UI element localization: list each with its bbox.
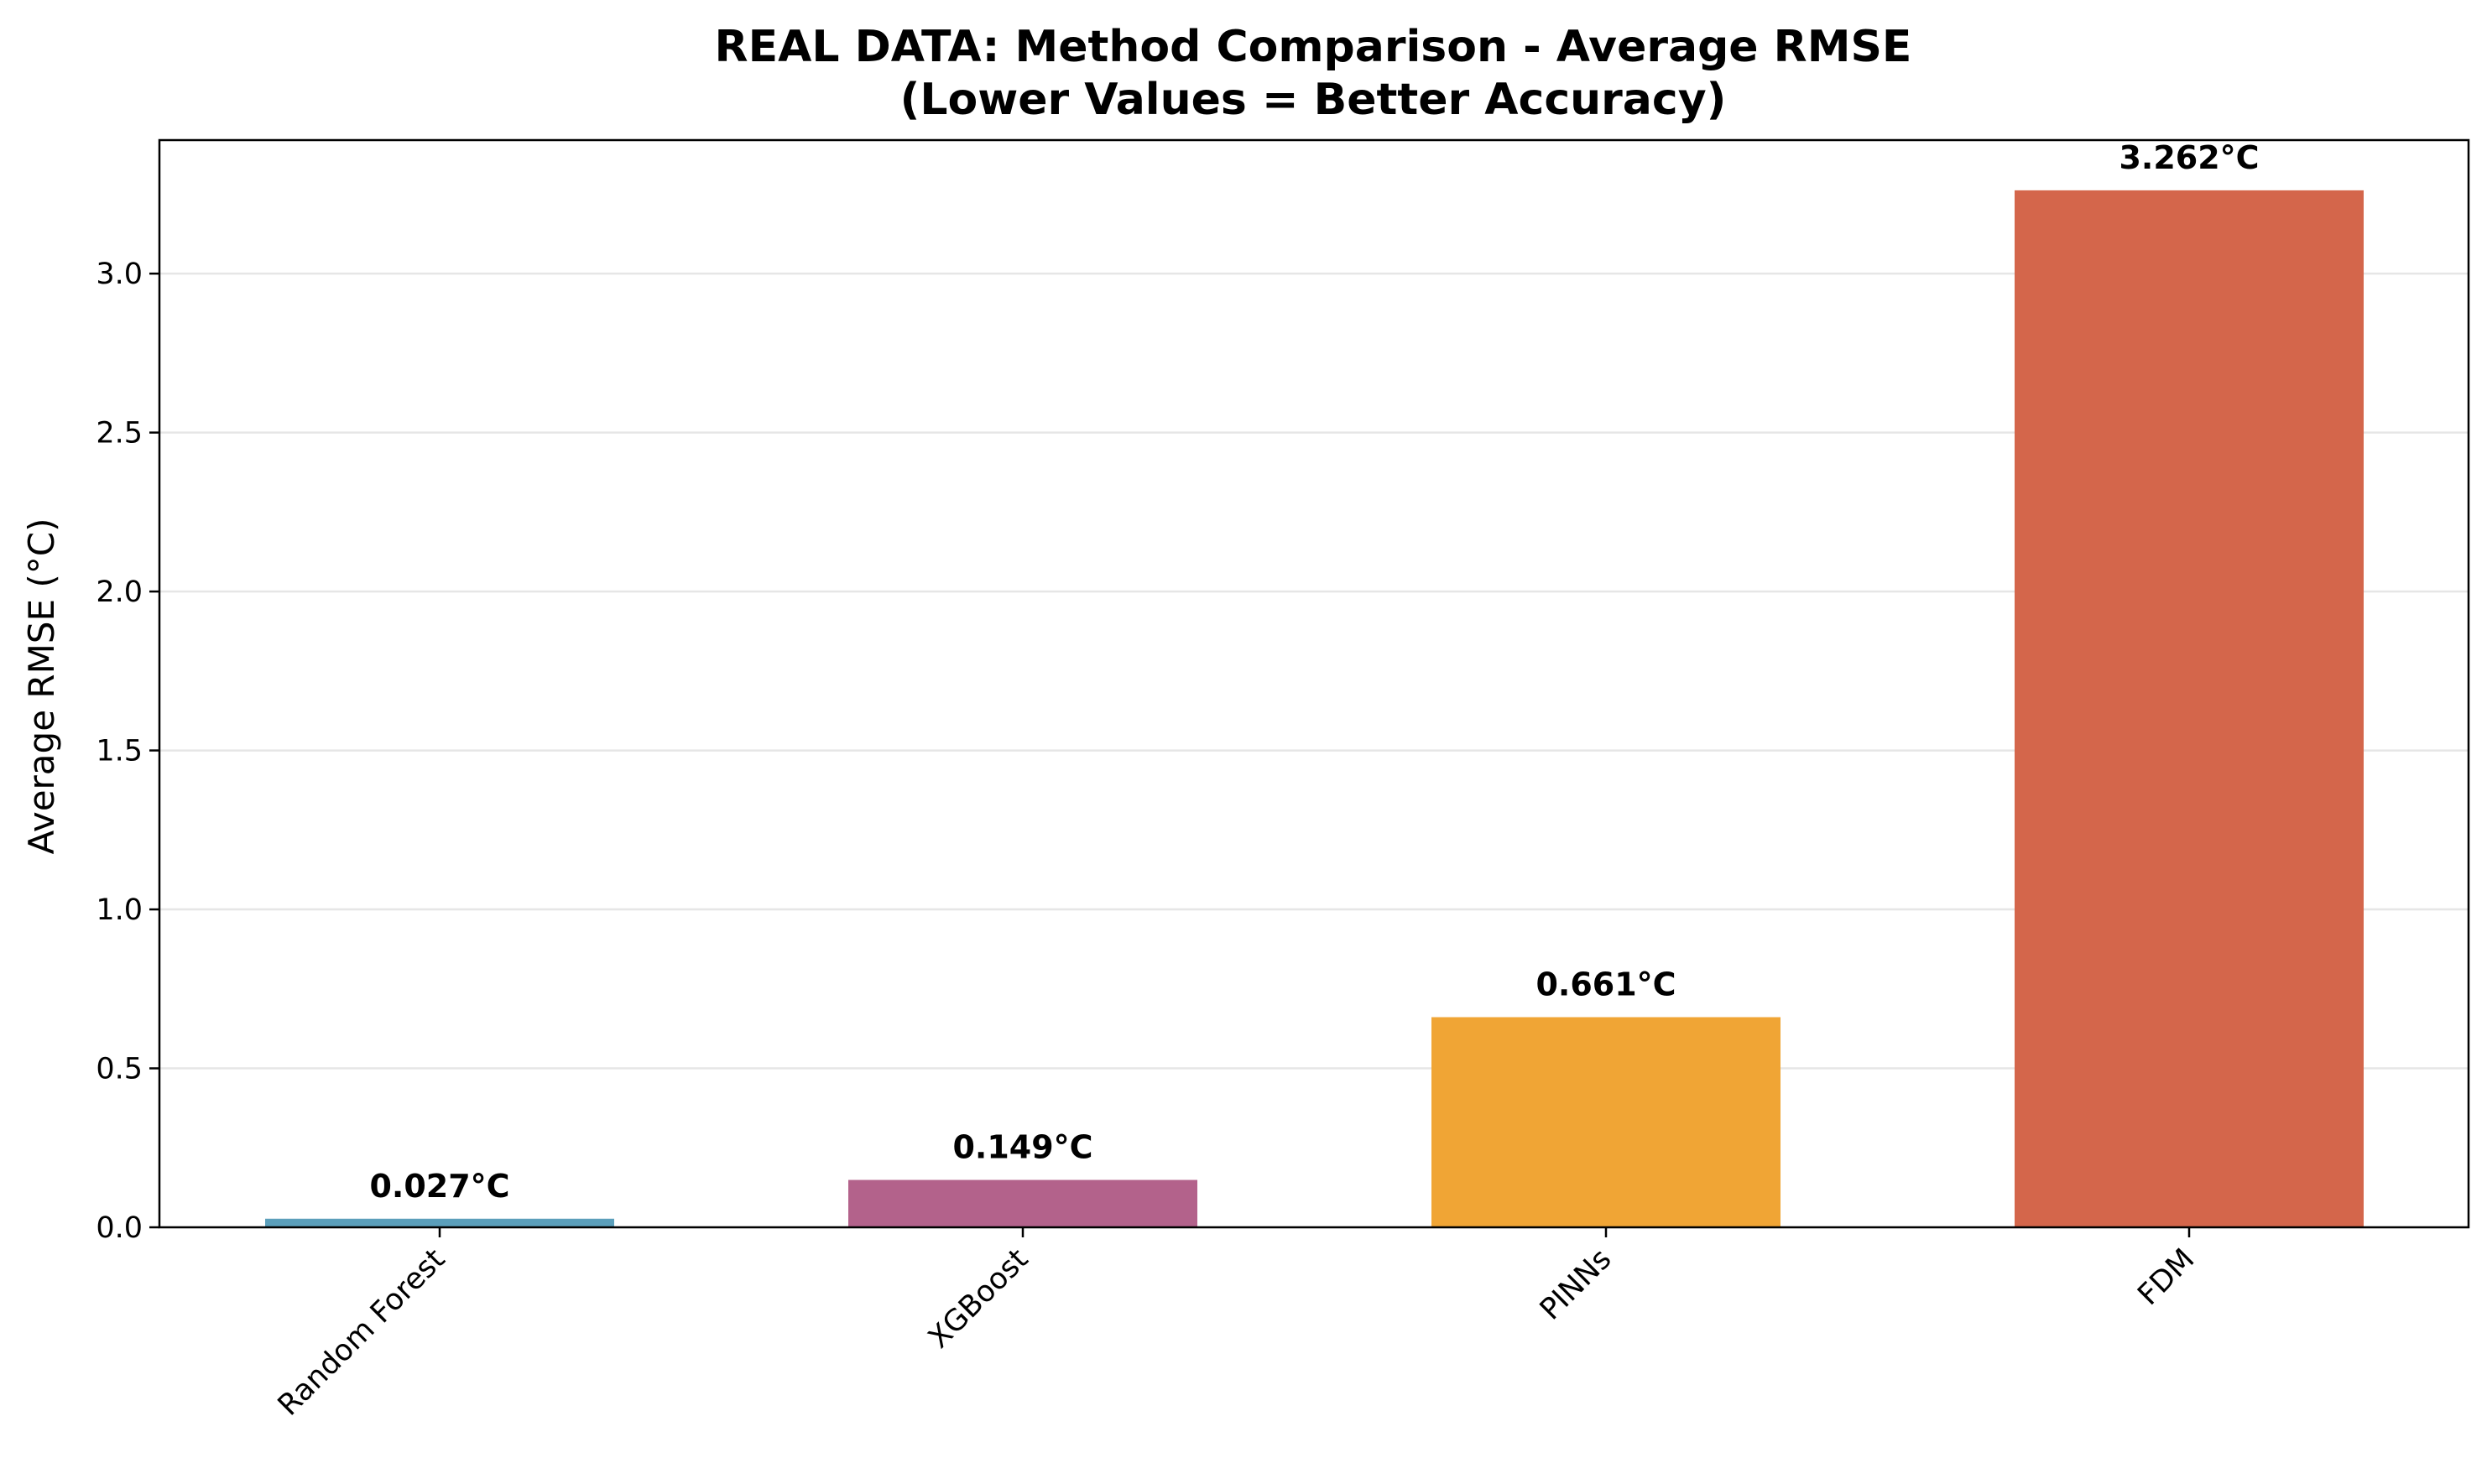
gridlines: [159, 272, 2469, 1229]
plot-frame: [158, 138, 2470, 1229]
x-tick-label: XGBoost: [922, 1242, 1035, 1355]
bar-value-label: 3.262°C: [2119, 139, 2259, 176]
chart-title: REAL DATA: Method Comparison - Average R…: [715, 22, 1912, 72]
bar: [2015, 190, 2364, 1228]
x-tick-label: PINNs: [1534, 1242, 1618, 1326]
y-tick-label: 1.0: [96, 893, 143, 927]
bar: [848, 1179, 1197, 1227]
bar-value-label: 0.149°C: [952, 1129, 1092, 1166]
bar: [265, 1218, 614, 1227]
y-tick-label: 2.0: [96, 575, 143, 609]
y-tick-label: 1.5: [96, 735, 143, 768]
y-axis-label: Average RMSE (°C): [21, 518, 62, 855]
bar-value-label: 0.661°C: [1535, 966, 1676, 1003]
bar-value-label: 0.027°C: [369, 1168, 509, 1205]
bars: [265, 190, 2364, 1228]
x-tick-label: Random Forest: [272, 1242, 452, 1423]
x-tick-label: FDM: [2131, 1242, 2201, 1312]
y-tick-label: 2.5: [96, 417, 143, 450]
y-tick-label: 3.0: [96, 258, 143, 291]
y-tick-label: 0.5: [96, 1053, 143, 1086]
y-tick-label: 0.0: [96, 1211, 143, 1245]
chart-subtitle: (Lower Values = Better Accuracy): [900, 75, 1727, 125]
bar: [1431, 1017, 1781, 1227]
bar-value-labels: 0.027°C 0.149°C 0.661°C 3.262°C: [369, 139, 2259, 1205]
